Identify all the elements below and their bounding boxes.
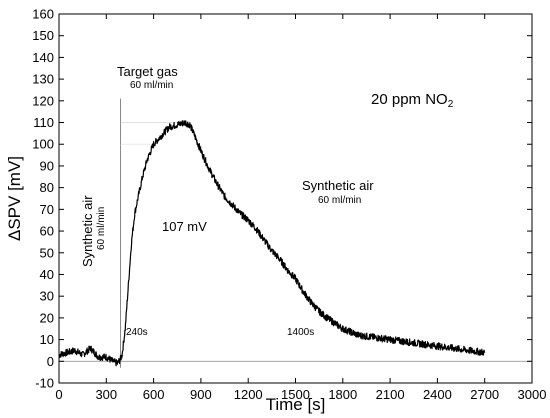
y-tick-label: 80 — [40, 180, 54, 195]
y-tick-label: 150 — [32, 28, 54, 43]
annotation-synthetic-air-right-flow: 60 ml/min — [318, 195, 361, 206]
y-tick-label: 140 — [32, 50, 54, 65]
reference-lines — [59, 98, 532, 368]
y-tick-label: -10 — [35, 376, 54, 391]
x-tick-label: 0 — [55, 387, 62, 402]
y-tick-label: 0 — [47, 354, 54, 369]
annotation-target-gas-flow: 60 ml/min — [130, 80, 173, 91]
annotation-gas-concentration-sub: 2 — [448, 99, 454, 110]
y-tick-label: 110 — [33, 115, 54, 130]
x-tick-label: 1800 — [328, 387, 357, 402]
x-tick-label: 2700 — [470, 387, 499, 402]
y-tick-label: 60 — [40, 224, 54, 239]
y-tick-label: 20 — [40, 310, 54, 325]
x-tick-label: 1200 — [234, 387, 263, 402]
y-tick-label: 50 — [40, 245, 54, 260]
axis-ticks: 0 300 600 900 1200 1500 1800 2100 2400 2700 3000-1… — [32, 7, 546, 403]
annotation-gas-concentration-main: 20 ppm NO — [371, 91, 448, 108]
y-tick-label: 120 — [32, 93, 54, 108]
y-tick-label: 30 — [40, 289, 54, 304]
x-tick-label: 900 — [190, 387, 212, 402]
annotation-gas-concentration: 20 ppm NO2 — [371, 91, 454, 110]
spv-response-series — [58, 120, 486, 367]
y-tick-label: 90 — [40, 158, 54, 173]
curve-layer — [58, 120, 486, 367]
y-tick-label: 100 — [32, 137, 54, 152]
annotation-synthetic-air-left-flow: 60 ml/min — [96, 207, 107, 250]
x-tick-label: 600 — [143, 387, 165, 402]
y-axis-label: ΔSPV [mV] — [5, 156, 24, 241]
annotation-target-gas: Target gas — [117, 64, 178, 79]
annotation-synthetic-air-right: Synthetic air — [302, 178, 374, 193]
y-tick-label: 130 — [32, 72, 54, 87]
x-tick-label: 3000 — [518, 387, 547, 402]
x-tick-label: 2100 — [376, 387, 405, 402]
y-tick-label: 160 — [32, 7, 54, 22]
x-tick-label: 2400 — [423, 387, 452, 402]
y-tick-label: 70 — [40, 202, 54, 217]
annotation-time-240s: 240s — [126, 327, 148, 338]
annotation-time-1400s: 1400s — [287, 327, 314, 338]
x-tick-label: 1500 — [281, 387, 310, 402]
y-tick-label: 40 — [40, 267, 54, 282]
annotation-synthetic-air-left: Synthetic air — [80, 195, 95, 267]
y-tick-label: 10 — [40, 332, 54, 347]
x-axis-label: Time [s] — [266, 395, 326, 414]
annotation-amplitude: 107 mV — [162, 219, 207, 234]
x-tick-label: 300 — [95, 387, 117, 402]
